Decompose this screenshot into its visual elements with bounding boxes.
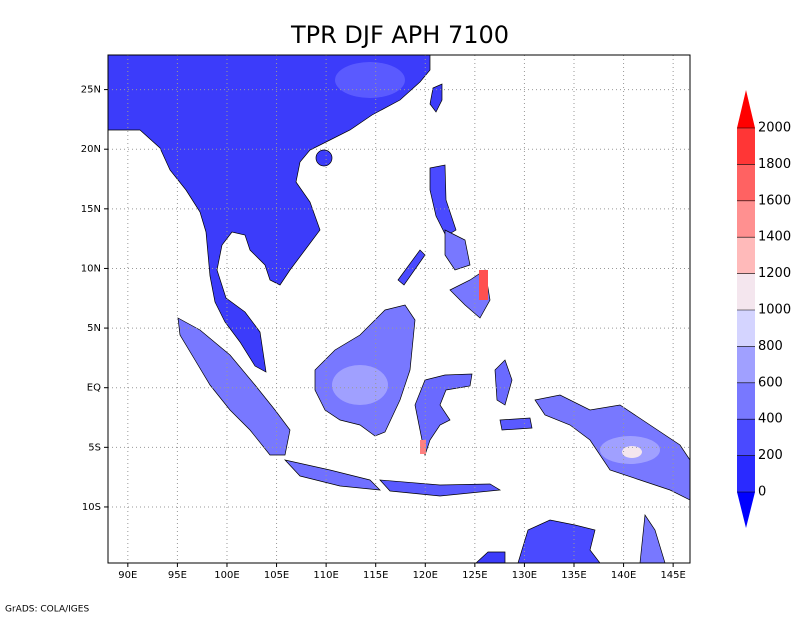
palawan [397,249,426,286]
x-tick-label: 100E [214,570,239,581]
colorbar-label: 800 [758,339,783,354]
mainland-asia [108,55,431,373]
colorbar-label: 200 [758,448,783,463]
title: TPR DJF APH 7100 [290,21,509,49]
colorbar-label: 1400 [758,230,791,245]
shade [479,270,488,300]
colorbar-band [737,310,755,347]
x-tick-label: 145E [660,570,685,581]
shade [622,446,642,458]
credit: GrADS: COLA/IGES [5,605,89,615]
colorbar-band [737,273,755,310]
x-tick-label: 115E [363,570,388,581]
x-tick-label: 135E [561,570,586,581]
colorbar-band [737,455,755,492]
y-tick-label: EQ [87,383,101,394]
y-tick-label: 10N [81,263,101,274]
x-tick-label: 125E [462,570,487,581]
australia [517,519,601,563]
x-tick-label: 95E [168,570,187,581]
y-tick-label: 5N [87,323,101,334]
land-layer [108,55,690,563]
colorbar-label: 600 [758,375,783,390]
colorbar-label: 400 [758,412,783,427]
lesser-sunda [379,479,502,497]
sulawesi [414,373,473,457]
colorbar-band [737,419,755,456]
colorbar-band [737,128,755,165]
colorbar-over [737,90,755,128]
x-tick-label: 90E [118,570,137,581]
colorbar-band [737,200,755,238]
australia [475,551,506,563]
x-tick-label: 110E [313,570,338,581]
shade [332,365,388,405]
seram [499,417,533,431]
colorbar-band [737,382,755,420]
x-tick-label: 120E [413,570,438,581]
y-tick-label: 10S [82,502,101,513]
java [283,459,381,491]
luzon [429,164,457,237]
colorbar-band [737,164,755,201]
y-tick-label: 20N [81,144,101,155]
y-tick-label: 15N [81,204,101,215]
colorbar-label: 2000 [758,121,791,136]
plot-frame [107,54,691,564]
visayas [444,229,471,271]
x-tick-label: 140E [611,570,636,581]
x-tick-label: 130E [512,570,537,581]
colorbar-label: 1200 [758,266,791,281]
shade [335,62,405,98]
halmahera [494,359,513,406]
hainan [315,149,333,167]
colorbar-band [737,237,755,274]
colorbar-label: 1800 [758,157,791,172]
colorbar-label: 1000 [758,303,791,318]
taiwan [429,83,443,113]
sumatra [177,317,291,456]
colorbar-label: 1600 [758,193,791,208]
cape-york [639,513,666,563]
shade [420,440,426,454]
y-tick-label: 5S [88,442,101,453]
colorbar-band [737,346,755,383]
colorbar-under [737,492,755,528]
y-tick-label: 25N [81,85,101,96]
colorbar-label: 0 [758,485,766,500]
x-tick-label: 105E [264,570,289,581]
